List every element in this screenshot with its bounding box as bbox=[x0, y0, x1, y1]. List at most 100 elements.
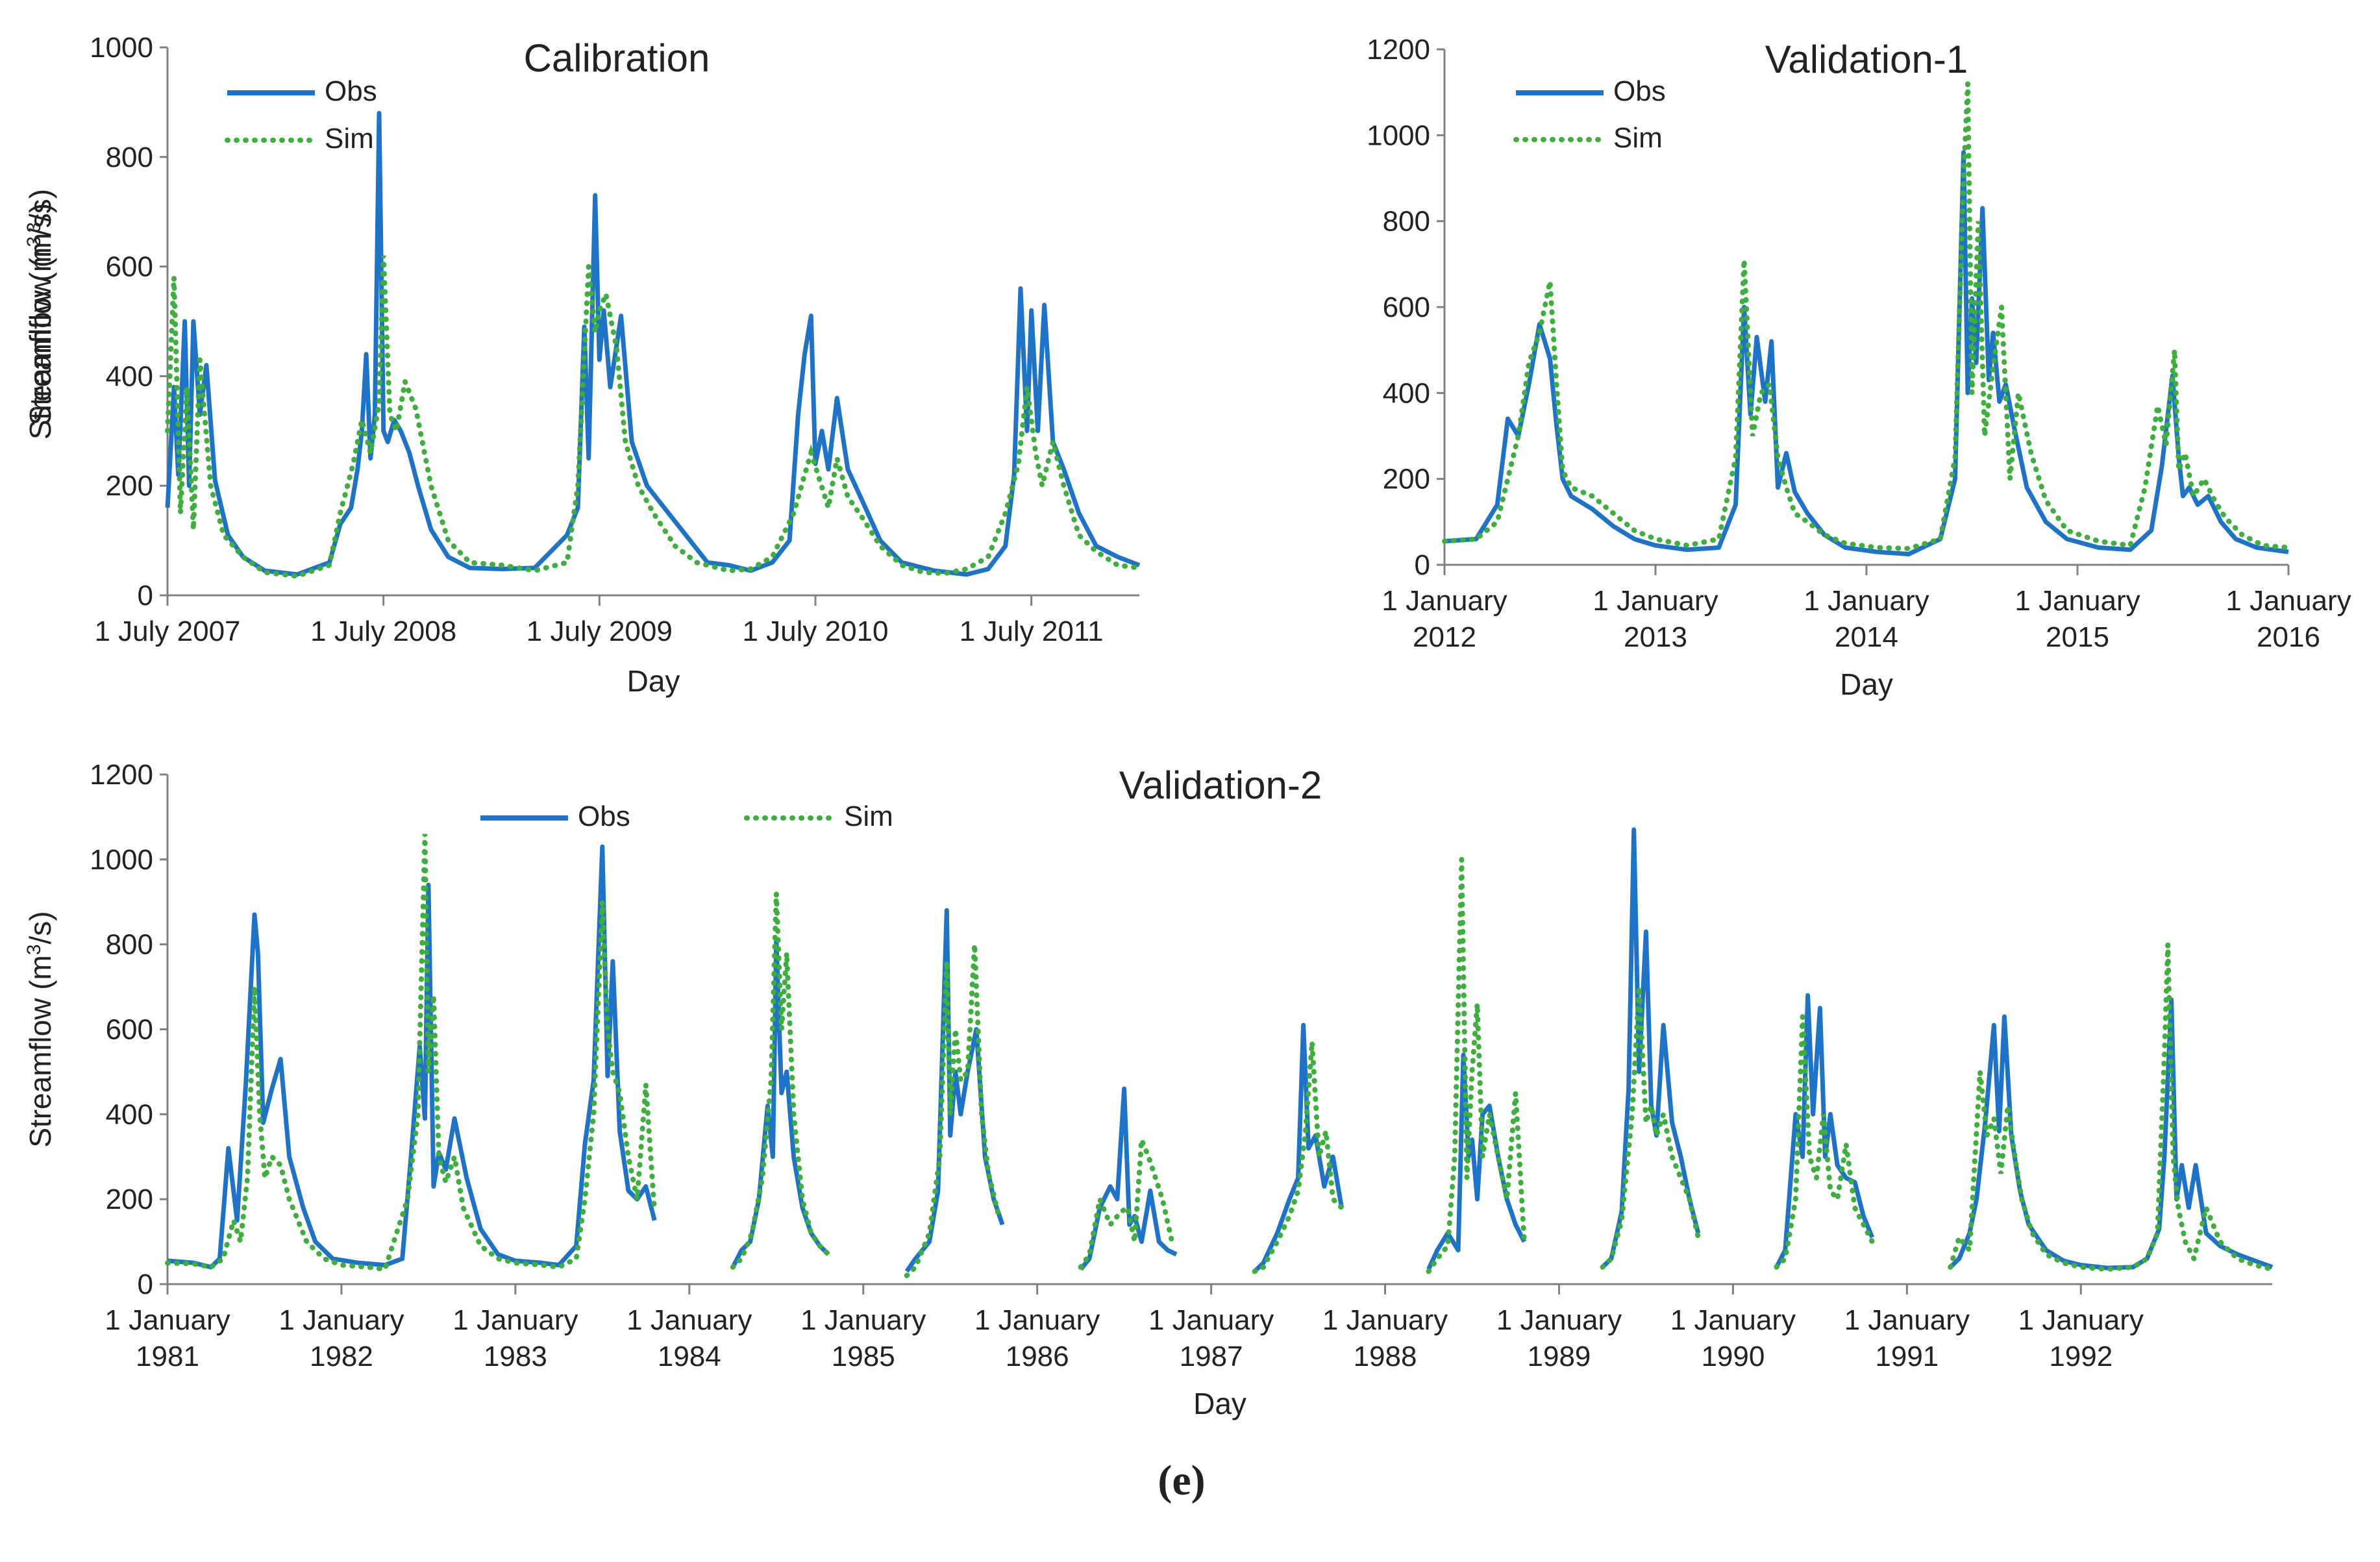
validation-2-chart: 0 200 400 600 800 1000 1200 1 January 1981 1 Janu… bbox=[23, 759, 2275, 1420]
x-tick-label: 2016 bbox=[2257, 621, 2320, 653]
x-tick-label: 1 January bbox=[1322, 1304, 1448, 1336]
y-axis-title-text: Streamflow (m bbox=[23, 233, 57, 425]
x-tick-label: 1 January bbox=[105, 1304, 230, 1336]
obs-series-line bbox=[1601, 827, 1701, 1269]
x-tick-label: 1981 bbox=[136, 1341, 199, 1372]
y-tick-label: 200 bbox=[106, 470, 153, 502]
obs-series-line bbox=[165, 110, 1141, 577]
y-axis-title-unit: /s) bbox=[23, 911, 57, 944]
obs-series-line bbox=[1426, 1052, 1527, 1271]
chart-title: Validation-1 bbox=[1765, 38, 1968, 81]
x-tick-label: 1991 bbox=[1875, 1341, 1939, 1372]
obs-series-line bbox=[730, 937, 830, 1269]
chart-title: Validation-2 bbox=[1119, 763, 1322, 807]
y-axis-title-superscript: 3 bbox=[23, 222, 45, 233]
y-axis-title: Streamflow (m3/s) bbox=[23, 911, 57, 1147]
x-tick-label: 1988 bbox=[1354, 1341, 1417, 1372]
y-axis-title: Streamflow (m3/s) bbox=[23, 203, 57, 440]
x-tick-label: 1987 bbox=[1180, 1341, 1243, 1372]
y-axis-title-unit: /s) bbox=[23, 203, 57, 236]
x-tick-label: 1 January bbox=[1496, 1304, 1622, 1336]
chart-title: Calibration bbox=[524, 36, 710, 80]
x-tick-label: 1990 bbox=[1701, 1341, 1765, 1372]
x-tick-label: 1 January bbox=[1148, 1304, 1274, 1336]
sim-series-line bbox=[1948, 944, 2275, 1272]
y-tick-label: 600 bbox=[1383, 291, 1430, 323]
sim-series-line bbox=[1078, 1139, 1176, 1270]
x-tick-label: 1 January bbox=[974, 1304, 1100, 1336]
y-axis-title-superscript: 3 bbox=[23, 944, 45, 955]
calibration-chart: 0 200 400 600 800 1000 1 July 2007 1 July 2008 1… bbox=[23, 32, 1142, 698]
sim-series-line bbox=[904, 944, 1002, 1278]
y-tick-label: 0 bbox=[1415, 549, 1430, 581]
y-tick-label: 400 bbox=[106, 360, 153, 392]
obs-series-line bbox=[1444, 150, 2289, 556]
sim-series-line bbox=[1426, 859, 1527, 1274]
y-tick-label: 800 bbox=[106, 929, 153, 961]
chart-legend: Obs Sim bbox=[480, 800, 893, 832]
y-tick-label: 0 bbox=[138, 580, 153, 612]
y-tick-label: 600 bbox=[106, 1014, 153, 1046]
x-tick-label: 1 July 2010 bbox=[742, 615, 888, 647]
x-tick-label: 1989 bbox=[1528, 1341, 1591, 1372]
y-tick-label: 1000 bbox=[90, 32, 153, 64]
y-axis-title-superscript: 3 bbox=[23, 236, 45, 247]
x-tick-label: 1992 bbox=[2049, 1341, 2113, 1372]
y-axis-title-text: Streamflow (m bbox=[23, 247, 57, 440]
x-tick-label: 1984 bbox=[658, 1341, 721, 1372]
sim-series-line bbox=[730, 893, 832, 1270]
x-tick-label: 1 January bbox=[2018, 1304, 2144, 1336]
x-tick-label: 1 January bbox=[279, 1304, 404, 1336]
y-axis-title-unit: /s) bbox=[23, 189, 57, 222]
x-tick-label: 1 January bbox=[1593, 585, 1718, 617]
legend-obs-label: Obs bbox=[325, 75, 377, 107]
chart-legend: Obs Sim bbox=[1513, 75, 1666, 154]
y-tick-label: 1200 bbox=[90, 759, 153, 791]
y-tick-label: 1000 bbox=[1367, 119, 1430, 151]
x-tick-label: 1 January bbox=[2014, 585, 2140, 617]
validation-1-chart: 0 200 400 600 800 1000 1200 1 January 2012 1 Janu… bbox=[23, 34, 2351, 701]
y-tick-label: 400 bbox=[106, 1098, 153, 1130]
x-tick-label: 1 January bbox=[1844, 1304, 1970, 1336]
x-tick-label: 2014 bbox=[1835, 621, 1898, 653]
x-tick-label: 1 January bbox=[1382, 585, 1507, 617]
y-axis-title-text: Streamflow (m bbox=[23, 955, 57, 1147]
y-tick-label: 800 bbox=[106, 142, 153, 173]
y-axis-title: Streamflow (m3/s) bbox=[23, 189, 57, 425]
y-tick-label: 1200 bbox=[1367, 34, 1430, 66]
legend-sim-label: Sim bbox=[844, 800, 893, 832]
obs-series-line bbox=[1948, 997, 2274, 1271]
y-tick-label: 0 bbox=[138, 1269, 153, 1300]
chart-legend: Obs Sim bbox=[225, 75, 377, 155]
legend-sim-label: Sim bbox=[325, 123, 374, 155]
x-tick-label: 1983 bbox=[484, 1341, 547, 1372]
sim-series-line bbox=[165, 834, 658, 1272]
obs-series-line bbox=[904, 908, 1005, 1273]
sim-series-line bbox=[1442, 83, 2291, 551]
x-tick-label: 1 January bbox=[2225, 585, 2351, 617]
x-tick-label: 1986 bbox=[1006, 1341, 1069, 1372]
x-axis-title: Day bbox=[627, 664, 680, 698]
x-axis-title: Day bbox=[1193, 1387, 1246, 1420]
sim-series-line bbox=[165, 255, 1142, 579]
x-tick-label: 1 July 2007 bbox=[94, 615, 240, 647]
legend-obs-label: Obs bbox=[1613, 75, 1666, 107]
y-tick-label: 200 bbox=[106, 1184, 153, 1215]
y-tick-label: 200 bbox=[1383, 464, 1430, 495]
y-tick-label: 800 bbox=[1383, 206, 1430, 238]
x-tick-label: 1985 bbox=[832, 1341, 895, 1372]
y-tick-label: 400 bbox=[1383, 377, 1430, 409]
legend-sim-label: Sim bbox=[1613, 122, 1663, 154]
sim-series-line bbox=[1774, 1016, 1875, 1270]
x-tick-label: 1 January bbox=[626, 1304, 752, 1336]
obs-series-line bbox=[167, 844, 657, 1270]
x-tick-label: 1 January bbox=[1670, 1304, 1796, 1336]
x-tick-label: 2015 bbox=[2046, 621, 2109, 653]
x-tick-label: 1982 bbox=[310, 1341, 373, 1372]
x-tick-label: 1 January bbox=[452, 1304, 578, 1336]
sim-series-line bbox=[1252, 1041, 1345, 1274]
obs-series-line bbox=[1253, 1023, 1345, 1273]
x-tick-label: 1 July 2008 bbox=[310, 615, 456, 647]
legend-obs-label: Obs bbox=[578, 800, 630, 832]
